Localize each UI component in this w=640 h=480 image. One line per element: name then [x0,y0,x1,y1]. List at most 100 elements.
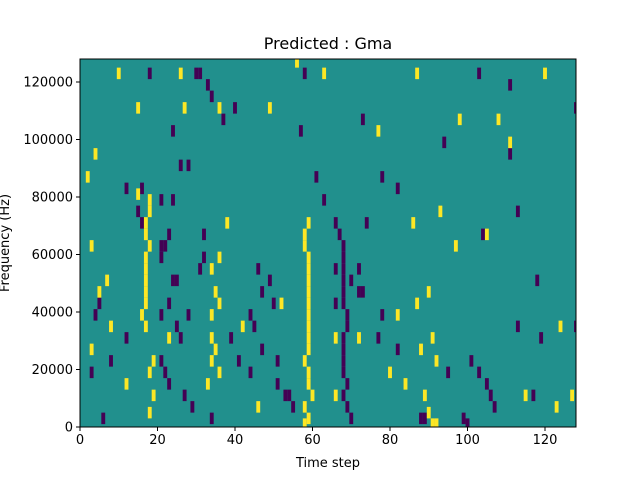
heatmap-cell-high [453,240,458,252]
heatmap-cell-high [136,102,141,114]
y-tick-label: 40000 [32,306,73,321]
heatmap-cell-low [492,401,497,413]
heatmap-cell-high [395,309,400,321]
heatmap-cell-low [357,286,361,298]
heatmap-cell-low [515,205,520,218]
heatmap-cell-low [469,355,474,367]
heatmap-cell-low [422,412,427,425]
heatmap-cell-high [457,113,462,126]
heatmap-cell-high [523,389,528,402]
heatmap-cell-low [333,217,338,229]
heatmap-cell-low [341,286,346,298]
heatmap-cell-low [248,366,253,379]
heatmap-cell-low [395,182,400,195]
heatmap-cell-high [109,320,113,333]
heatmap-cell-low [337,228,342,241]
heatmap-cell-high [256,401,261,413]
heatmap-cell-high [508,136,513,149]
heatmap-cell-high [209,332,214,344]
heatmap-cell-low [345,378,350,390]
heatmap-cell-high [267,102,272,114]
x-tick-label: 100 [455,433,480,448]
heatmap-cell-low [535,274,540,287]
heatmap-cell-high [147,366,152,379]
heatmap-cell-low [508,79,513,91]
heatmap-cell-high [143,217,148,229]
heatmap-cell-high [306,332,311,344]
heatmap-cell-low [461,412,466,425]
heatmap-cell-high [93,148,98,160]
heatmap-cell-low [360,286,365,298]
heatmap-cell-high [333,332,338,344]
heatmap-cell-high [302,355,307,367]
heatmap-cell-low [380,309,385,321]
y-tick-label: 80000 [32,191,73,206]
heatmap-cell-high [411,217,416,229]
heatmap-cell-high [322,67,327,80]
heatmap-cell-high [213,286,218,298]
heatmap-cell-low [267,274,272,287]
heatmap-cell-high [205,378,210,390]
heatmap-cell-high [554,401,559,413]
heatmap-cell-low [178,332,183,344]
heatmap-cell-low [376,332,381,344]
heatmap-cell-low [174,274,179,287]
heatmap-cell-high [143,251,148,264]
heatmap-cell-low [477,366,482,379]
heatmap-cell-low [515,320,520,333]
y-tick-label: 20000 [32,363,73,378]
heatmap-cell-low [167,378,172,390]
heatmap-cell-low [539,332,544,344]
heatmap-cell-low [349,274,354,287]
heatmap-cell-high [388,366,392,379]
heatmap-cell-low [190,401,195,413]
heatmap-cell-low [341,251,346,264]
heatmap-cell-high [143,320,148,333]
heatmap-cell-high [143,297,148,310]
heatmap-cell-high [306,320,311,333]
heatmap-cell-high [438,205,443,218]
heatmap-cell-low [136,205,141,218]
heatmap-cell-low [109,355,113,367]
heatmap-cell-high [306,217,311,229]
heatmap-cell-low [360,113,365,126]
heatmap-cell-low [182,389,187,402]
heatmap-cell-high [209,309,214,321]
heatmap-cell-low [163,240,168,252]
heatmap-cell-low [194,67,199,80]
heatmap-cell-low [147,67,152,80]
heatmap-cell-high [434,418,439,428]
heatmap-cell-low [341,274,346,287]
heatmap-cell-high [279,297,284,310]
heatmap-cell-low [205,79,210,91]
heatmap-cell-low [256,263,261,275]
heatmap-cell-low [163,366,168,379]
x-axis: 0 20 40 60 80 100 120 [76,427,557,448]
heatmap-cell-low [341,343,346,356]
heatmap-cell-high [209,263,214,275]
heatmap-cell-high [151,355,156,367]
heatmap-cell-low [260,286,265,298]
heatmap-cell-low [508,148,513,160]
heatmap-cell-high [403,378,408,390]
heatmap-cell-low [380,171,385,183]
heatmap-cell-low [124,182,129,195]
plot-frame [79,58,577,428]
heatmap-cell-high [105,274,110,287]
heatmap-cell-low [314,171,319,183]
heatmap-cell-high [302,228,307,241]
heatmap-cell-high [217,102,222,114]
heatmap-cell-high [415,297,420,310]
heatmap-cell-low [229,332,234,344]
heatmap-cell-low [159,309,164,321]
heatmap-cell-high [426,406,431,419]
heatmap-cell-low [101,412,106,425]
y-tick-label: 100000 [23,133,73,148]
heatmap-cell-high [302,401,307,413]
heatmap-cell-high [306,286,311,298]
heatmap-cell-high [143,263,148,275]
heatmap-cell-low [283,389,288,402]
heatmap-cell-high [178,67,183,80]
heatmap-cell-low [333,263,338,275]
